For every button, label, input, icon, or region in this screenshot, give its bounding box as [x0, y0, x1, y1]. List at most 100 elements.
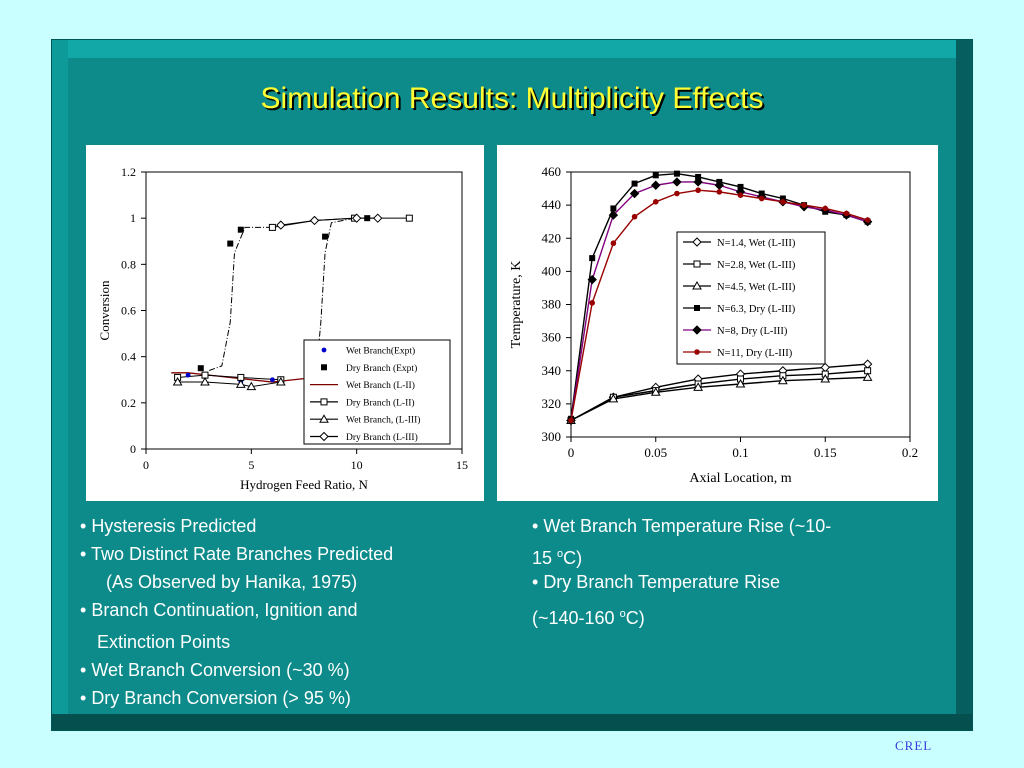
legend-label: Dry Branch (Expt) — [346, 363, 417, 374]
y-tick-label: 300 — [542, 429, 562, 444]
legend-marker — [693, 260, 701, 268]
legend-marker — [692, 280, 702, 290]
data-point — [780, 199, 786, 205]
bullet-text: Two Distinct Rate Branches Predicted — [90, 544, 394, 564]
y-tick-label: 0.2 — [121, 396, 136, 410]
data-point — [716, 189, 723, 195]
crel-footer: CREL — [895, 738, 933, 753]
data-point — [172, 377, 183, 386]
bullet-text: (As Observed by Hanika, 1975) — [106, 572, 358, 592]
bullet-wet-temp-rise-cont: 15 oC) — [532, 540, 582, 572]
legend-label: N=2.8, Wet (L-III) — [717, 260, 796, 271]
bullet-text: (~140-160 — [532, 608, 620, 628]
y-tick-label: 460 — [542, 164, 562, 179]
legend-marker — [319, 414, 329, 423]
frame-bevel-right — [956, 40, 972, 730]
data-point — [862, 359, 873, 369]
data-point — [197, 365, 204, 372]
data-point — [652, 199, 659, 205]
data-point — [820, 362, 830, 373]
y-tick-label: 1 — [130, 211, 136, 225]
x-tick-label: 0.15 — [814, 445, 837, 460]
data-point — [608, 210, 619, 220]
series-line — [570, 376, 868, 422]
bullet-text: Wet Branch Temperature Rise (~10- — [543, 516, 832, 536]
bullet-text: Dry Branch Conversion (> 95 %) — [91, 688, 351, 708]
legend-marker — [321, 347, 327, 353]
legend-label: Wet Branch, (L-III) — [346, 415, 420, 426]
y-tick-label: 420 — [542, 230, 562, 245]
legend-marker — [694, 349, 700, 355]
data-point — [735, 378, 746, 388]
data-point — [237, 226, 244, 233]
y-axis-label: Temperature, K — [509, 261, 524, 349]
data-point — [695, 173, 702, 180]
data-point — [801, 202, 807, 208]
transition-line — [209, 226, 273, 371]
data-point — [843, 210, 850, 217]
conversion-chart: 0 5 10 15 0 0.2 0.4 0.6 0.8 1 1.2 Hydrogen Feed Rat… — [86, 145, 484, 501]
legend-label: Dry Branch (L-III) — [346, 432, 418, 443]
x-tick-label: 0.1 — [732, 445, 748, 460]
data-point — [758, 195, 765, 202]
frame-bevel-top — [52, 40, 972, 58]
bullet-text: Branch Continuation, Ignition and — [91, 600, 358, 620]
data-point — [695, 187, 701, 194]
data-point — [587, 274, 597, 285]
bullet-extinction: Extinction Points — [97, 628, 230, 656]
bullet-branch-continuation: • Branch Continuation, Ignition and — [80, 600, 358, 620]
bullet-dry-conversion: • Dry Branch Conversion (> 95 %) — [80, 688, 351, 708]
x-tick-label: 0.2 — [902, 445, 918, 460]
data-point — [235, 379, 246, 388]
y-tick-label: 380 — [542, 297, 562, 312]
data-point — [652, 172, 659, 179]
data-point — [693, 177, 703, 187]
data-point — [778, 375, 788, 385]
data-point — [589, 255, 596, 262]
data-point — [650, 387, 661, 396]
temperature-chart-svg: 0 0.05 0.1 0.15 0.2 300 320 340 360 380 400 420 440 4… — [509, 164, 918, 486]
bullet-hanika: (As Observed by Hanika, 1975) — [106, 568, 357, 596]
legend-label: N=4.5, Wet (L-III) — [717, 282, 796, 293]
y-tick-label: 320 — [542, 396, 562, 411]
bullet-text: Extinction Points — [97, 632, 231, 652]
data-point — [589, 300, 595, 306]
bullet-hysteresis: • Hysteresis Predicted — [80, 516, 257, 536]
bullet-dry-temp-rise-cont: (~140-160 oC) — [532, 600, 645, 632]
data-point — [373, 213, 383, 223]
data-point — [610, 205, 617, 212]
y-axis-label: Conversion — [97, 280, 112, 340]
data-point — [862, 372, 873, 381]
x-tick-label: 15 — [456, 458, 468, 472]
data-point — [200, 377, 210, 386]
bullet-text: Hysteresis Predicted — [91, 516, 257, 536]
y-tick-label: 0.8 — [121, 257, 136, 271]
data-point — [351, 213, 362, 223]
legend-marker — [692, 325, 702, 335]
legend-marker — [319, 431, 329, 442]
data-point — [822, 205, 829, 212]
x-tick-label: 0 — [568, 445, 575, 460]
data-point — [737, 192, 744, 198]
y-tick-label: 0.4 — [121, 350, 136, 364]
legend-label: Wet Branch(Expt) — [346, 346, 415, 357]
data-point — [673, 170, 680, 177]
bullet-wet-temp-rise: • Wet Branch Temperature Rise (~10- — [532, 516, 832, 536]
series-line — [272, 217, 410, 228]
y-tick-label: 0.6 — [121, 304, 136, 318]
legend-label: Dry Branch (L-II) — [346, 397, 415, 408]
y-tick-label: 440 — [542, 197, 562, 212]
bullet-text: C) — [563, 548, 583, 568]
x-tick-label: 5 — [248, 458, 254, 472]
data-point — [568, 417, 574, 424]
transition-line — [311, 217, 355, 380]
x-tick-label: 0 — [143, 458, 149, 472]
slide-title: Simulation Results: Multiplicity Effects — [260, 82, 764, 115]
x-axis-label: Axial Location, m — [689, 471, 791, 486]
data-point — [864, 217, 871, 223]
data-point — [693, 382, 703, 391]
legend-marker — [321, 364, 327, 371]
data-point — [629, 188, 640, 199]
series-line — [177, 381, 281, 388]
legend-box — [676, 231, 826, 365]
